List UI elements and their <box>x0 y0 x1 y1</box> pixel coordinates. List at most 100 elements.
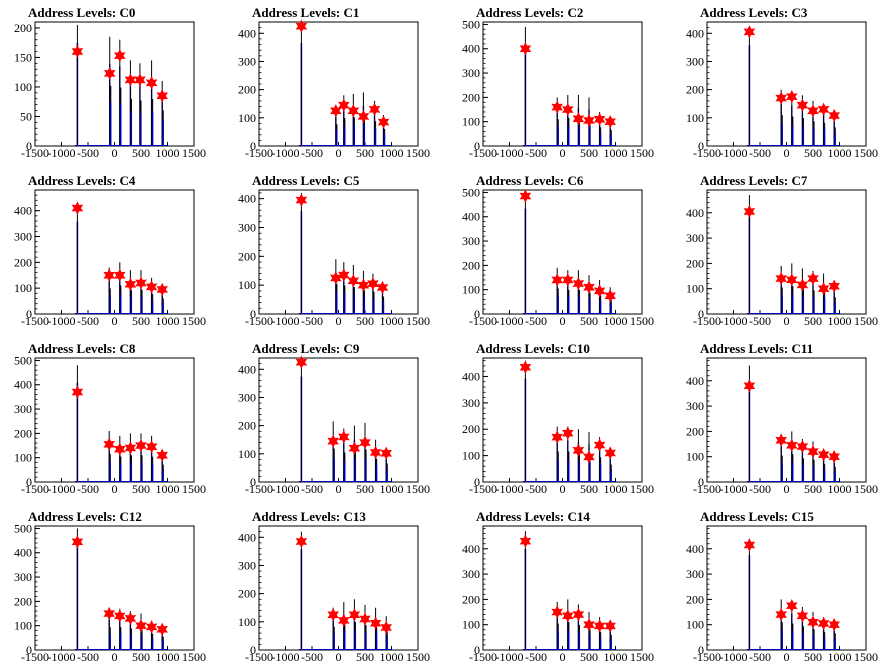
y-tick-label: 400 <box>238 26 256 40</box>
x-tick-label: -1000 <box>720 314 748 328</box>
y-tick-label: 100 <box>14 281 32 295</box>
peak-marker <box>828 279 840 293</box>
chart-svg: 0 100 200 300 400 500 -1500-1000 -500 0 500 1000 15… <box>14 353 206 496</box>
peak-marker <box>145 440 158 454</box>
y-tick-label: 200 <box>14 426 32 440</box>
y-tick-label: 500 <box>14 521 32 535</box>
chart-svg: 0 100 200 300 400 -1500-1000 -500 0 500 1000 1500 <box>238 525 430 664</box>
peak-marker <box>572 607 585 622</box>
x-tick-label: 0 <box>784 314 790 328</box>
y-tick-label: 100 <box>14 619 32 633</box>
chart-panel: 0 100 200 300 400 500 -1500 -1000 -500 0 500 1000 15… <box>448 168 672 336</box>
peak-marker <box>71 535 84 549</box>
peak-marker <box>593 619 606 633</box>
x-tick-label: 0 <box>784 650 790 664</box>
x-tick-label: 1500 <box>854 314 878 328</box>
histogram-spike <box>300 531 303 650</box>
peak-marker <box>156 622 168 637</box>
x-tick-label: -1000 <box>48 650 76 664</box>
y-tick-label: 100 <box>686 282 704 296</box>
peak-marker <box>551 605 563 619</box>
x-tick-label: -1500 <box>469 146 497 160</box>
x-tick-label: -500 <box>525 650 547 664</box>
x-tick-label: -1500 <box>245 650 273 664</box>
x-tick-label: 0 <box>560 650 566 664</box>
peak-marker <box>338 98 350 112</box>
x-tick-label: 1500 <box>406 650 430 664</box>
x-tick-label: 1500 <box>630 482 654 496</box>
chart-title: Address Levels: C3 <box>700 5 808 20</box>
y-tick-label: 300 <box>14 230 32 244</box>
peak-marker <box>135 438 147 453</box>
x-tick-label: 500 <box>804 146 822 160</box>
y-tick-label: 0 <box>250 643 256 657</box>
x-tick-label: -1000 <box>272 146 300 160</box>
y-tick-label: 200 <box>14 255 32 269</box>
x-tick-label: -1500 <box>21 314 49 328</box>
y-tick-label: 400 <box>14 204 32 218</box>
peak-marker <box>817 282 830 296</box>
y-tick-label: 300 <box>686 54 704 68</box>
x-tick-label: 500 <box>356 314 374 328</box>
x-tick-label: 1500 <box>854 482 878 496</box>
histogram-spike <box>76 365 79 482</box>
y-tick-label: 400 <box>462 369 480 383</box>
plot-frame <box>706 525 867 651</box>
peak-marker <box>593 438 606 452</box>
peak-marker <box>775 91 787 105</box>
chart-panel: 0 100 200 300 400 500 -1500 -1000 -500 0 500 1000 15… <box>0 504 224 672</box>
plot-frame <box>482 21 643 147</box>
peak-marker <box>295 19 308 33</box>
chart-title: Address Levels: C5 <box>252 173 360 188</box>
histogram-spike <box>524 360 527 482</box>
peak-marker <box>71 44 84 59</box>
peak-marker <box>124 73 137 87</box>
y-tick-label: 400 <box>238 530 256 544</box>
x-tick-label: 1000 <box>380 314 404 328</box>
peak-marker <box>368 102 381 117</box>
peak-marker <box>786 90 798 104</box>
y-tick-label: 200 <box>238 83 256 97</box>
chart-svg: 0 100 200 300 400 -1500-1000 -500 0 500 1000 1500 <box>462 357 654 496</box>
x-tick-label: -1500 <box>245 146 273 160</box>
x-tick-label: 500 <box>580 650 598 664</box>
peak-marker <box>572 276 585 291</box>
x-tick-label: -1000 <box>496 146 524 160</box>
peak-marker <box>295 355 308 369</box>
y-tick-label: 100 <box>686 111 704 125</box>
x-tick-label: 1500 <box>182 146 206 160</box>
x-tick-label: 500 <box>132 314 150 328</box>
chart-panel: 0 100 200 300 400 500 -1500 -1000 -500 0 500 1000 15… <box>448 0 672 168</box>
histogram-spike <box>129 270 133 314</box>
peak-marker <box>327 608 339 622</box>
y-tick-label: 400 <box>14 378 32 392</box>
histogram-spike <box>129 433 133 482</box>
peak-marker <box>114 442 126 456</box>
y-tick-label: 400 <box>462 42 480 56</box>
histogram-spike <box>140 270 143 314</box>
peak-marker <box>348 441 361 455</box>
histogram-spike <box>748 27 751 146</box>
histogram-spike <box>791 431 794 482</box>
x-tick-label: 1000 <box>156 314 180 328</box>
x-tick-label: 500 <box>132 146 150 160</box>
plot-frame <box>34 189 195 315</box>
chart-svg: 0 100 200 300 400 -1500-1000 -500 0 500 1000 1500 <box>14 189 206 328</box>
peak-marker <box>519 42 532 56</box>
peak-marker <box>583 280 595 294</box>
peak-marker <box>357 109 370 124</box>
peak-marker <box>156 448 168 462</box>
y-tick-label: 300 <box>462 66 480 80</box>
chart-svg: 0 100 200 300 400 -1500-1000 -500 0 500 1000 1500 <box>238 189 430 328</box>
y-tick-label: 100 <box>238 111 256 125</box>
x-tick-label: -1500 <box>21 650 49 664</box>
histogram-spike <box>300 24 303 146</box>
x-tick-label: -1000 <box>48 482 76 496</box>
x-tick-label: -500 <box>77 650 99 664</box>
peak-marker <box>338 430 350 444</box>
peak-marker <box>124 277 137 291</box>
peak-marker <box>593 284 606 298</box>
x-tick-label: -1500 <box>693 482 721 496</box>
peak-marker <box>145 620 158 634</box>
peak-marker <box>114 609 126 623</box>
